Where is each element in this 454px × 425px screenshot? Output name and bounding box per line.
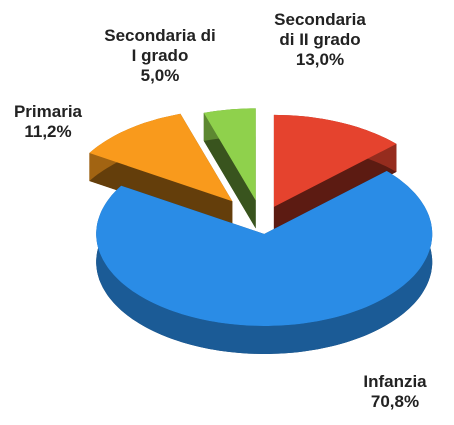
category-name: Primaria bbox=[13, 102, 83, 121]
slice-label: Primaria 11,2% bbox=[8, 102, 88, 142]
slice-label: Secondaria di I grado 5,0% bbox=[100, 26, 220, 86]
category-name: Infanzia bbox=[363, 372, 427, 391]
slice-label: Secondaria di II grado 13,0% bbox=[265, 10, 375, 70]
value-label: 5,0% bbox=[140, 66, 180, 85]
category-name: Secondaria di II grado bbox=[274, 10, 366, 49]
category-name: Secondaria di I grado bbox=[104, 26, 216, 65]
slice bbox=[96, 171, 433, 326]
slice-label: Infanzia 70,8% bbox=[350, 372, 440, 412]
slice bbox=[203, 108, 256, 201]
slice-side bbox=[89, 153, 233, 230]
slice-side bbox=[203, 112, 256, 229]
slice bbox=[89, 113, 233, 202]
slice-side bbox=[273, 143, 397, 235]
value-label: 11,2% bbox=[24, 122, 72, 141]
slice bbox=[273, 114, 397, 207]
value-label: 13,0% bbox=[295, 50, 345, 69]
value-label: 70,8% bbox=[370, 392, 420, 411]
